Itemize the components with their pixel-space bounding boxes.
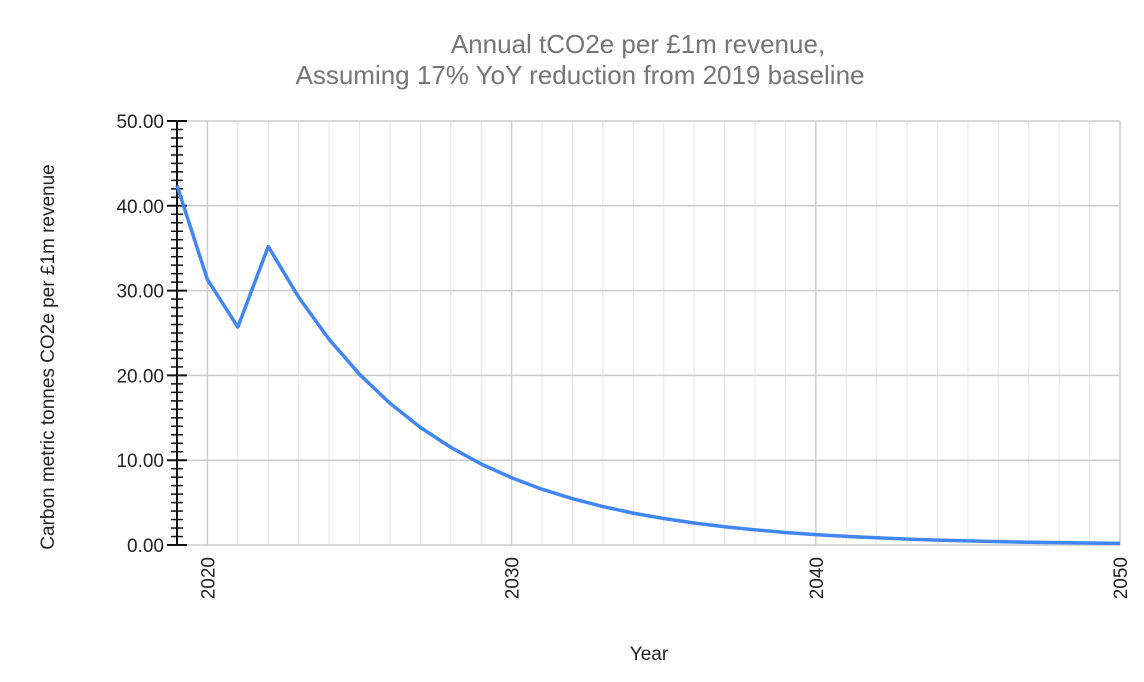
axes: 0.00 10.00 20.00 30.00 40.00 50.00 2020 2030 204… [116, 112, 1132, 599]
x-tick-label: 2050 [1111, 557, 1132, 599]
chart-title: Annual tCO2e per £1m revenue, [451, 29, 825, 59]
series-lines [175, 184, 1121, 546]
y-axis-label: Carbon metric tonnes CO2e per £1m revenu… [38, 164, 59, 549]
chart-subtitle: Assuming 17% YoY reduction from 2019 bas… [295, 60, 864, 90]
y-tick-label: 40.00 [116, 197, 164, 218]
grid [177, 120, 1121, 546]
x-axis-label: Year [630, 644, 669, 665]
x-tick-label: 2030 [503, 557, 524, 599]
x-tick-label: 2020 [198, 557, 219, 599]
y-tick-label: 50.00 [116, 112, 164, 133]
series-line [175, 184, 1121, 546]
x-tick-label: 2040 [807, 557, 828, 599]
y-tick-label: 30.00 [116, 282, 164, 303]
y-tick-label: 20.00 [116, 366, 164, 387]
y-tick-label: 10.00 [116, 451, 164, 472]
y-tick-label: 0.00 [127, 536, 164, 557]
